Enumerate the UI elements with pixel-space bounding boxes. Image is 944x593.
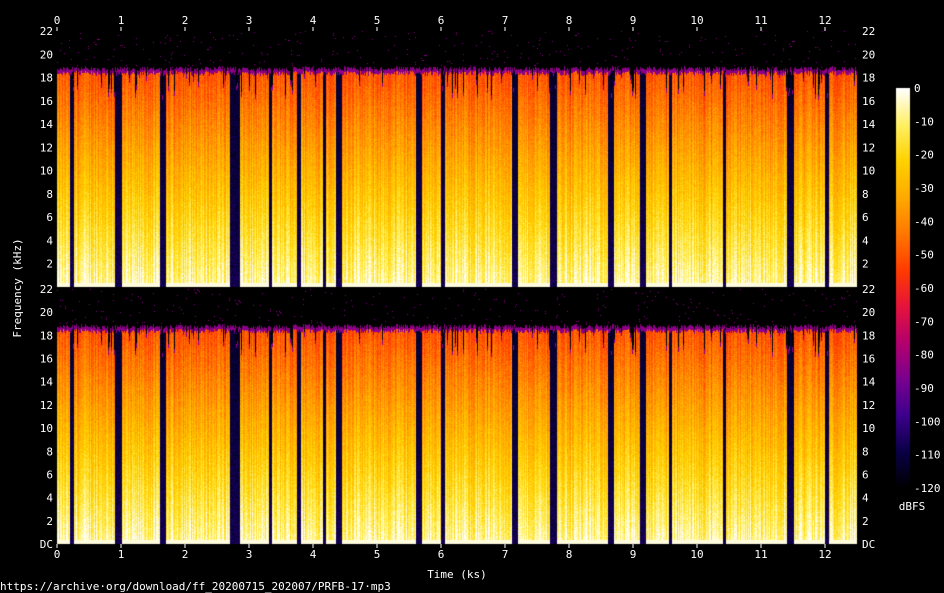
- y-tick-label: 6: [46, 468, 53, 481]
- x-tick-label: 1: [118, 14, 125, 27]
- x-tick-label: 3: [246, 14, 253, 27]
- colorbar-tick-label: -10: [914, 115, 934, 128]
- x-tick-label: 1: [118, 548, 125, 561]
- y-tick-label: 18: [862, 329, 875, 342]
- x-tick-label: 12: [818, 14, 831, 27]
- y-tick-label: 4: [862, 234, 869, 247]
- x-tick-label: 2: [182, 548, 189, 561]
- y-tick-label: 22: [862, 283, 875, 296]
- y-tick-label: 14: [40, 376, 54, 389]
- y-tick-label: 12: [40, 141, 53, 154]
- colorbar-tick-label: -120: [914, 482, 941, 495]
- y-tick-label: 8: [46, 188, 53, 201]
- x-tick-label: 4: [310, 548, 317, 561]
- y-tick-label: 6: [862, 211, 869, 224]
- x-axis-label: Time (ks): [427, 568, 487, 581]
- x-tick-label: 0: [54, 548, 61, 561]
- y-axis-label: Frequency (kHz): [11, 238, 24, 337]
- colorbar-tick-label: -50: [914, 249, 934, 262]
- y-tick-label: 2: [46, 258, 53, 271]
- x-tick-label: 0: [54, 14, 61, 27]
- y-tick-label: 12: [862, 399, 875, 412]
- colorbar-tick-label: -90: [914, 382, 934, 395]
- x-tick-label: 9: [630, 14, 637, 27]
- y-tick-label: 16: [862, 95, 875, 108]
- y-tick-label: 20: [40, 48, 53, 61]
- y-tick-label: 18: [40, 329, 53, 342]
- y-tick-label: 22: [40, 283, 53, 296]
- y-tick-label: 20: [862, 48, 875, 61]
- x-tick-labels-top: 0 1 2 3 4 5 6 7 8 9 10 11 12: [54, 14, 832, 31]
- y-tick-label: 4: [862, 492, 869, 505]
- x-tick-label: 5: [374, 548, 381, 561]
- colorbar-tick-label: 0: [914, 82, 921, 95]
- colorbar-tick-label: -100: [914, 415, 941, 428]
- x-tick-label: 10: [690, 14, 703, 27]
- y-tick-label: 14: [862, 376, 876, 389]
- colorbar-label: dBFS: [899, 500, 926, 513]
- y-tick-label: DC: [40, 538, 53, 551]
- x-tick-label: 4: [310, 14, 317, 27]
- x-tick-label: 12: [818, 548, 831, 561]
- y-tick-label: 10: [862, 422, 875, 435]
- y-tick-label: 22: [40, 25, 53, 38]
- y-tick-label: 6: [46, 211, 53, 224]
- y-tick-label: 20: [40, 306, 53, 319]
- y-tick-label: 6: [862, 468, 869, 481]
- y-tick-label: 8: [862, 445, 869, 458]
- y-tick-label: 4: [46, 492, 53, 505]
- colorbar-tick-label: -80: [914, 349, 934, 362]
- y-tick-label: 4: [46, 234, 53, 247]
- x-tick-label: 8: [566, 548, 573, 561]
- y-tick-label: 16: [40, 353, 53, 366]
- x-tick-label: 11: [754, 548, 767, 561]
- x-tick-label: 5: [374, 14, 381, 27]
- source-url: https://archive·org/download/ff_20200715…: [0, 580, 391, 593]
- y-tick-label: 12: [40, 399, 53, 412]
- y-tick-label: 10: [40, 422, 53, 435]
- y-tick-label: 12: [862, 141, 875, 154]
- colorbar-tick-label: -20: [914, 149, 934, 162]
- x-tick-labels-bottom: 0 1 2 3 4 5 6 7 8 9 10 11 12: [54, 544, 832, 561]
- colorbar-tick-label: -60: [914, 282, 934, 295]
- y-tick-label: 14: [862, 118, 876, 131]
- x-tick-label: 6: [438, 548, 445, 561]
- y-tick-label: 10: [862, 165, 875, 178]
- x-tick-label: 3: [246, 548, 253, 561]
- y-tick-label: DC: [862, 538, 875, 551]
- x-tick-label: 8: [566, 14, 573, 27]
- y-tick-label: 2: [46, 515, 53, 528]
- y-tick-label: 2: [862, 515, 869, 528]
- y-tick-label: 16: [862, 353, 875, 366]
- colorbar-tick-label: -70: [914, 315, 934, 328]
- y-tick-label: 8: [862, 188, 869, 201]
- x-tick-label: 2: [182, 14, 189, 27]
- x-tick-label: 6: [438, 14, 445, 27]
- colorbar-tick-labels: 0 -10 -20 -30 -40 -50 -60 -70 -80 -90 -100 -110 -120: [914, 82, 941, 495]
- y-tick-label: 16: [40, 95, 53, 108]
- y-tick-label: 18: [40, 72, 53, 85]
- y-tick-label: 8: [46, 445, 53, 458]
- y-tick-label: 10: [40, 165, 53, 178]
- y-tick-label: 20: [862, 306, 875, 319]
- y-tick-label: 2: [862, 258, 869, 271]
- y-tick-label: 18: [862, 72, 875, 85]
- x-tick-label: 9: [630, 548, 637, 561]
- x-tick-label: 7: [502, 14, 509, 27]
- x-tick-label: 11: [754, 14, 767, 27]
- colorbar-tick-label: -30: [914, 182, 934, 195]
- y-tick-label: 14: [40, 118, 54, 131]
- colorbar-tick-label: -40: [914, 215, 934, 228]
- y-tick-label: 22: [862, 25, 875, 38]
- x-tick-label: 7: [502, 548, 509, 561]
- x-tick-label: 10: [690, 548, 703, 561]
- colorbar-tick-label: -110: [914, 449, 941, 462]
